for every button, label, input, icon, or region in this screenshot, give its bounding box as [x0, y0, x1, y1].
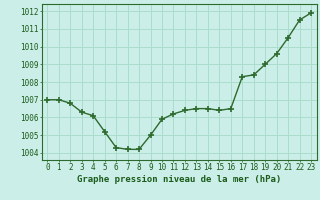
X-axis label: Graphe pression niveau de la mer (hPa): Graphe pression niveau de la mer (hPa)	[77, 175, 281, 184]
